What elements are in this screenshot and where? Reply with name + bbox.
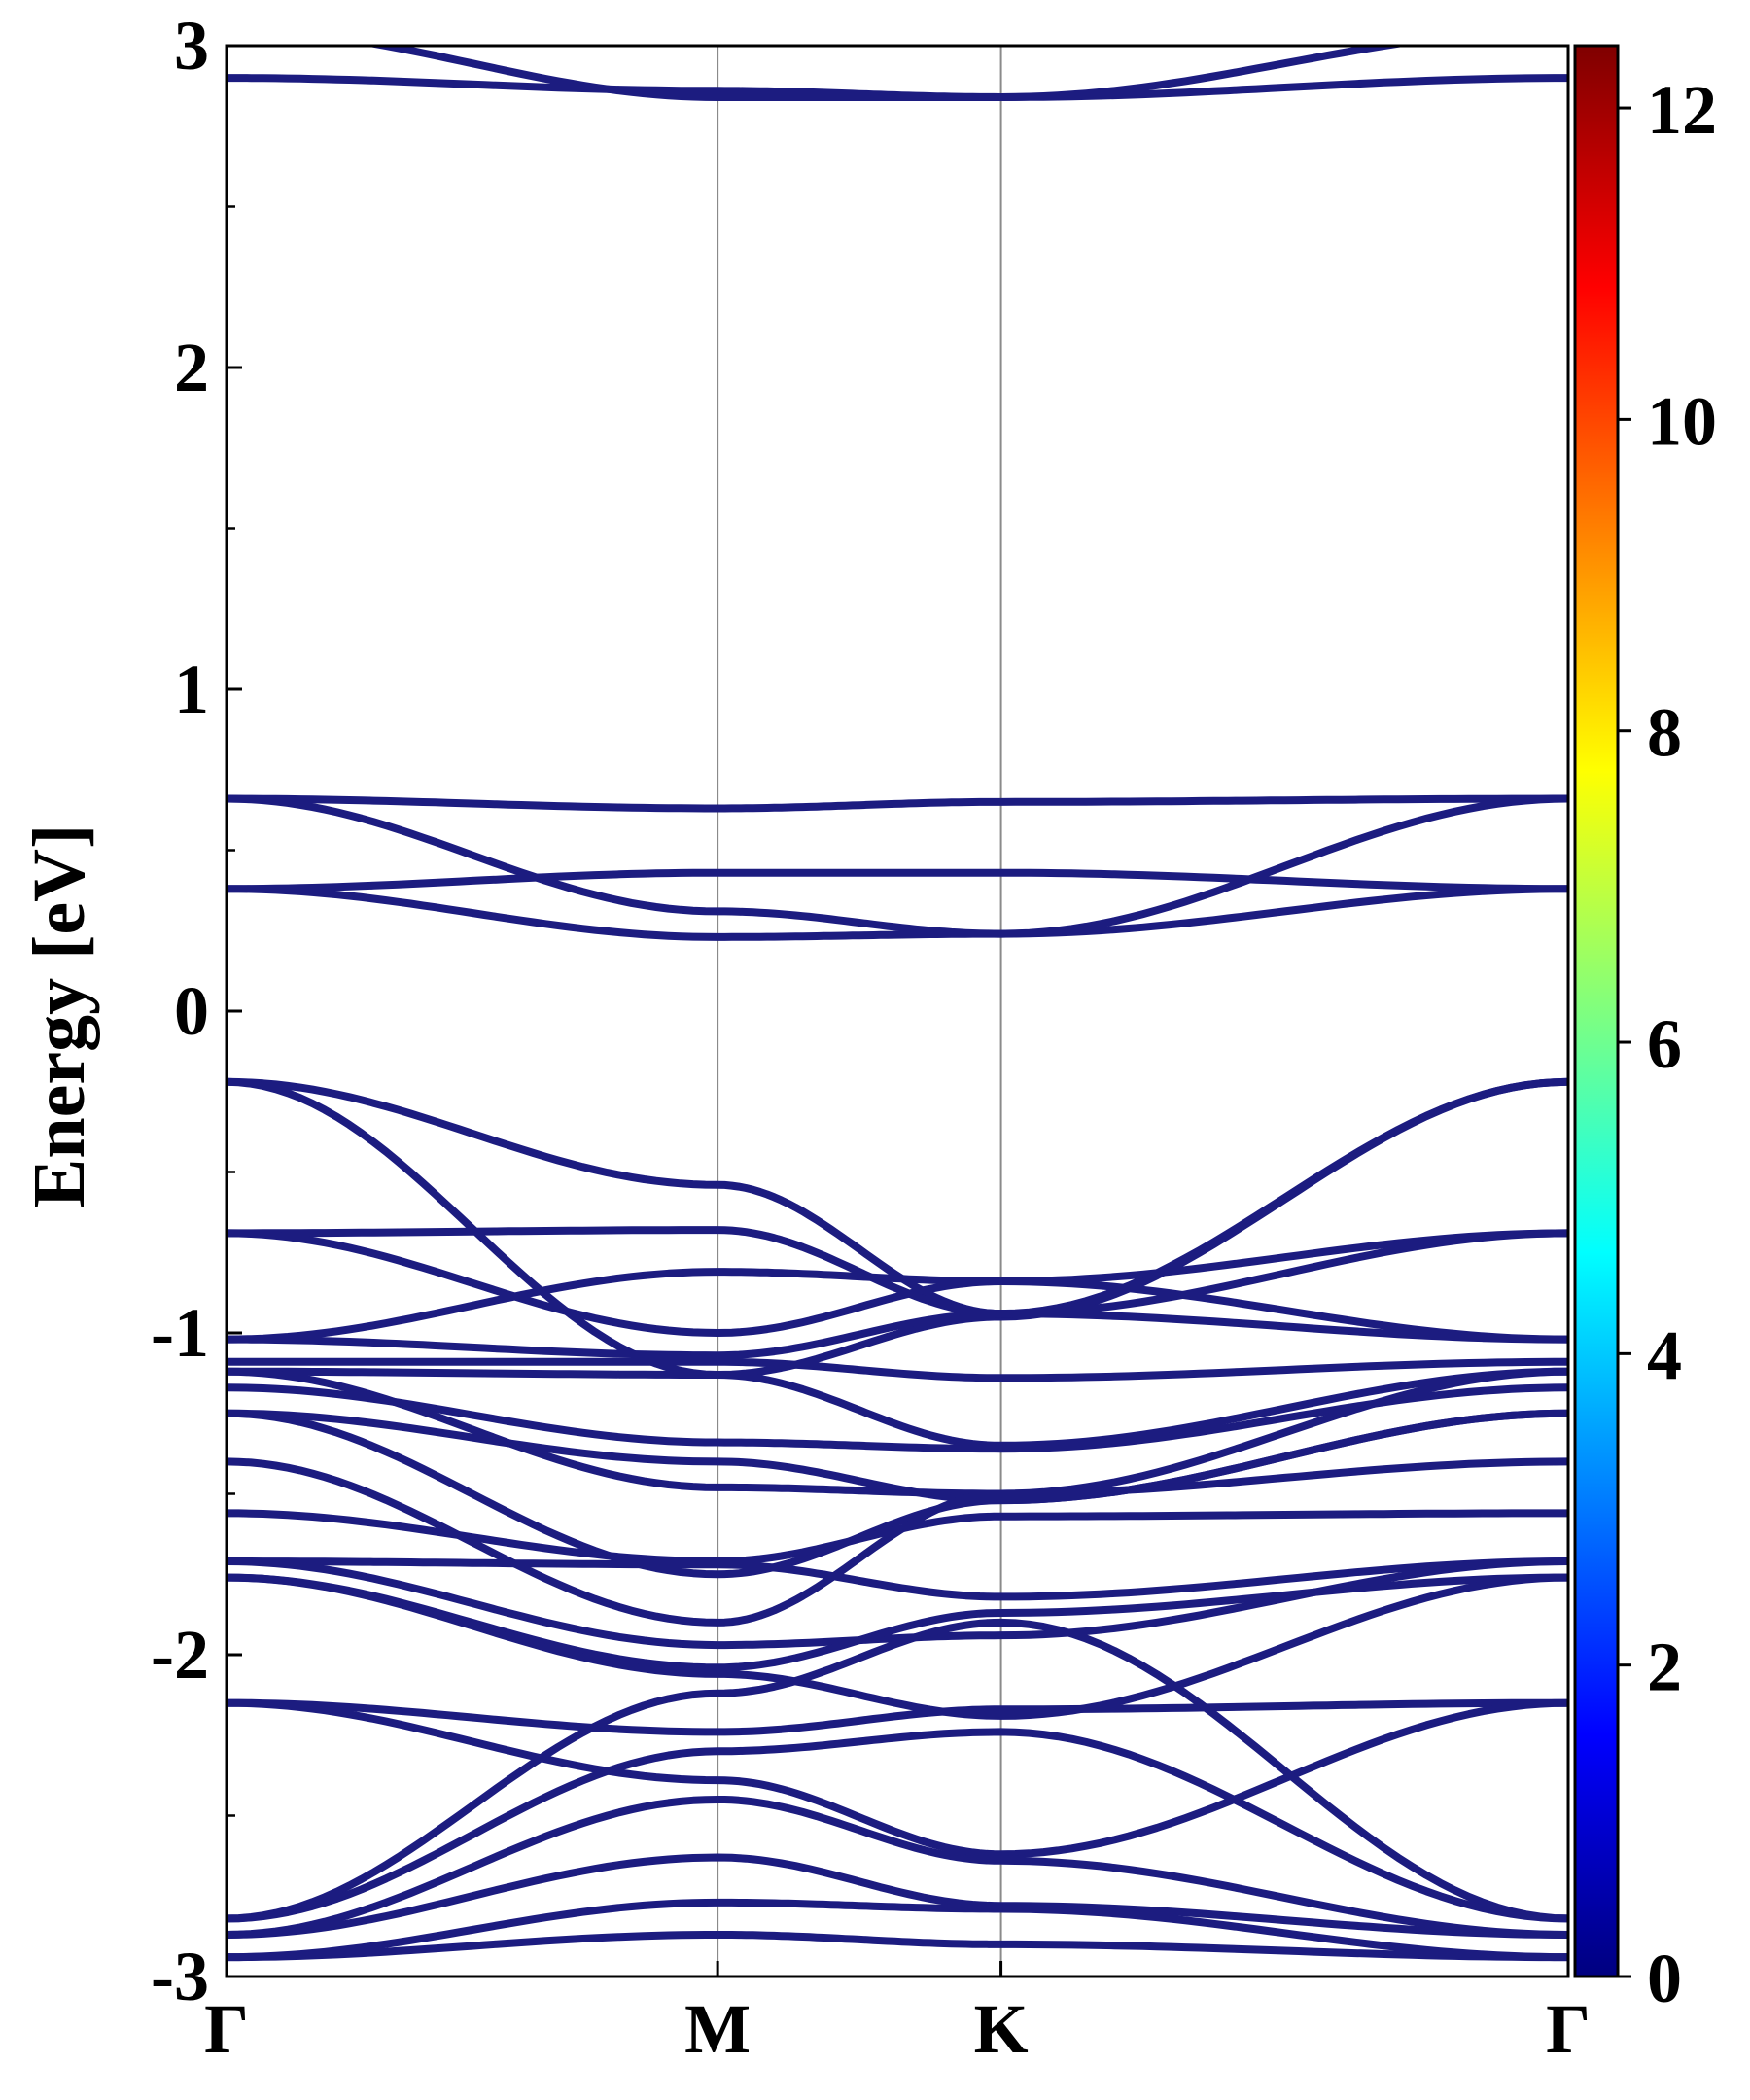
- band-line-19: [227, 1457, 1568, 1627]
- colorbar-tick-label: 12: [1647, 71, 1717, 149]
- band-line-31: [227, 1898, 1568, 1962]
- band-line-15: [227, 1367, 1568, 1498]
- band-line-24: [227, 1573, 1568, 1720]
- band-line-28: [227, 1728, 1568, 1923]
- y-tick-label: -3: [151, 1938, 209, 2015]
- band-line-13: [227, 1357, 1568, 1382]
- band-line-6: [227, 885, 1568, 941]
- y-tick-label: 2: [174, 329, 209, 406]
- band-line-26: [227, 1698, 1568, 1859]
- band-line-10: [227, 1229, 1568, 1337]
- band-line-29: [227, 1796, 1568, 1939]
- colorbar-tick-label: 10: [1647, 382, 1717, 460]
- colorbar-gradient: [1573, 44, 1620, 1978]
- band-line-12: [227, 1310, 1568, 1360]
- y-tick-label: -2: [151, 1616, 209, 1694]
- x-tick-label: K: [974, 1990, 1029, 2068]
- band-line-20: [227, 1509, 1568, 1565]
- y-tick-label: 1: [174, 650, 209, 728]
- bands-group: [227, 46, 1568, 1962]
- y-tick-label: 0: [174, 972, 209, 1050]
- band-line-5: [227, 868, 1568, 893]
- band-line-32: [227, 1931, 1568, 1962]
- x-tick-label: Γ: [204, 1990, 249, 2068]
- colorbar-tick-label: 2: [1647, 1628, 1682, 1706]
- band-line-9: [227, 1226, 1568, 1318]
- band-line-14: [227, 1367, 1568, 1450]
- y-tick-label: -1: [151, 1294, 209, 1372]
- band-line-11: [227, 1268, 1568, 1344]
- band-line-25: [227, 1698, 1568, 1736]
- colorbar-tick-label: 4: [1647, 1316, 1682, 1394]
- band-line-3: [227, 794, 1568, 813]
- plot-frame: [225, 44, 1570, 1978]
- band-line-16: [227, 1383, 1568, 1453]
- colorbar-tick-label: 8: [1647, 694, 1682, 772]
- x-tick-label: M: [684, 1990, 751, 2068]
- band-line-30: [227, 1853, 1568, 1939]
- x-tick-label: Γ: [1546, 1990, 1591, 2068]
- band-line-4: [227, 794, 1568, 938]
- colorbar-tick-label: 0: [1647, 1940, 1682, 2017]
- colorbar-tick-label: 6: [1647, 1005, 1682, 1083]
- band-line-21: [227, 1558, 1568, 1601]
- y-axis-label: Energy [eV]: [18, 824, 100, 1208]
- colorbar: 0 2 4 6 8 10 12: [1573, 44, 1717, 2017]
- band-line-2: [363, 46, 1411, 101]
- y-tick-label: 3: [174, 7, 209, 85]
- band-line-27: [227, 1618, 1568, 1923]
